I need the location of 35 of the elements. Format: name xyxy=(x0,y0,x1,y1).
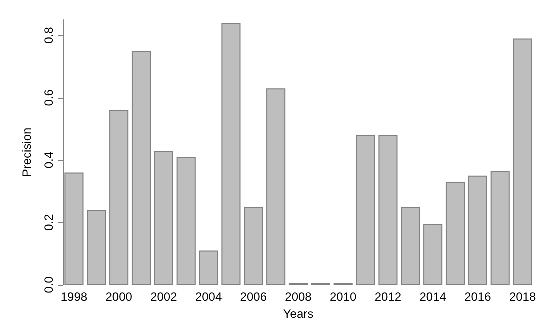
bar xyxy=(244,207,264,285)
bar xyxy=(132,51,152,285)
x-tick-label: 2000 xyxy=(106,290,133,304)
x-tick-label: 1998 xyxy=(60,290,88,304)
x-tick-label: 2002 xyxy=(150,290,178,304)
y-tick-label: 0.8 xyxy=(42,26,56,44)
y-tick-label: 0.2 xyxy=(42,214,56,231)
bar xyxy=(378,135,398,285)
bar xyxy=(401,207,420,285)
y-tick-label: 0.0 xyxy=(42,276,56,294)
bar xyxy=(468,176,488,285)
bar xyxy=(490,171,510,285)
y-tick-label: 0.6 xyxy=(42,89,56,106)
bar xyxy=(199,250,218,285)
bar xyxy=(222,23,241,285)
bar xyxy=(266,88,286,285)
bar xyxy=(356,135,376,285)
y-axis-title: Precision xyxy=(20,128,34,178)
bar xyxy=(446,182,466,285)
x-tick-label: 2004 xyxy=(195,290,222,304)
x-tick-label: 2016 xyxy=(464,290,492,304)
y-tick-label: 0.4 xyxy=(42,152,56,169)
x-tick-label: 2010 xyxy=(330,290,358,304)
x-axis-title: Years xyxy=(283,306,314,321)
bar xyxy=(110,110,129,285)
x-tick-label: 2012 xyxy=(374,290,402,304)
bar xyxy=(154,150,174,285)
bar xyxy=(87,210,106,285)
x-tick-label: 2008 xyxy=(285,290,312,304)
bar xyxy=(424,224,443,285)
x-tick-label: 2018 xyxy=(509,290,536,304)
bar xyxy=(513,38,532,285)
x-tick-label: 2006 xyxy=(240,290,268,304)
bar xyxy=(176,157,196,285)
x-tick-label: 2014 xyxy=(420,290,447,304)
